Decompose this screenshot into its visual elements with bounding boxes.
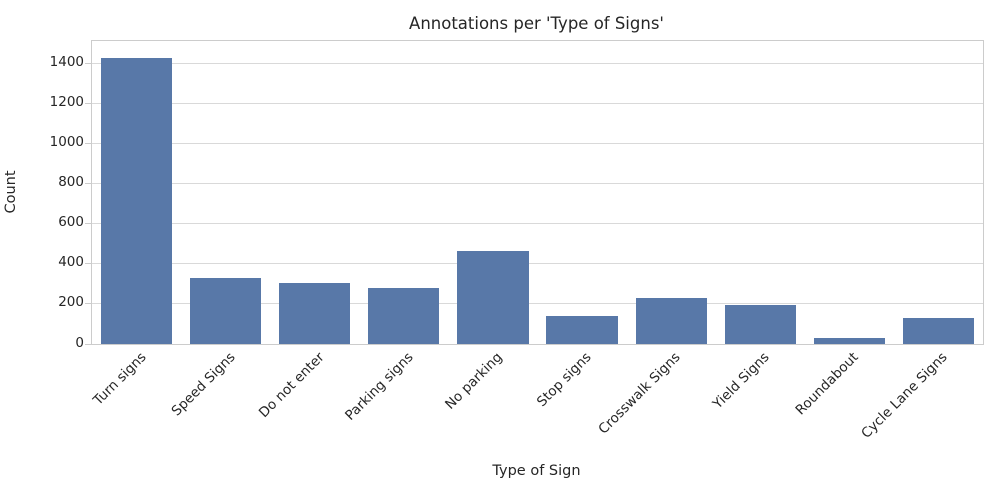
chart-title: Annotations per 'Type of Signs' [409, 14, 664, 33]
y-tick-mark [85, 343, 91, 345]
plot-area [85, 40, 984, 345]
gridline [92, 263, 983, 265]
bar [546, 315, 618, 344]
y-tick-label: 400 [58, 254, 84, 271]
y-tick-label: 1400 [49, 54, 84, 71]
y-tick-mark [85, 63, 91, 65]
y-tick-mark [85, 143, 91, 145]
y-tick-label: 800 [58, 174, 84, 191]
x-tick-label: Cycle Lane Signs [858, 349, 952, 442]
y-tick-label: 600 [58, 214, 84, 231]
bar [635, 297, 707, 344]
gridline [92, 183, 983, 185]
y-tick-mark [85, 103, 91, 105]
x-tick-label: Stop signs [533, 349, 595, 411]
x-tick-label: Yield Signs [709, 349, 773, 413]
x-tick-label: Turn signs [89, 349, 150, 409]
gridline [92, 63, 983, 65]
y-tick-label: 200 [58, 294, 84, 311]
y-tick-label: 1000 [49, 134, 84, 151]
bar [724, 304, 796, 344]
bar [457, 250, 529, 344]
y-tick-mark [85, 303, 91, 305]
bar [368, 287, 440, 344]
bar [813, 338, 885, 344]
gridline [92, 143, 983, 145]
x-tick-label: Roundabout [792, 349, 862, 419]
x-tick-label: Crosswalk Signs [595, 349, 684, 438]
x-tick-label: Parking signs [341, 349, 417, 424]
y-tick-mark [85, 263, 91, 265]
bar [279, 282, 351, 344]
bar [100, 57, 173, 344]
y-tick-label: 0 [75, 334, 84, 351]
x-tick-label: Do not enter [255, 349, 328, 421]
y-tick-mark [85, 223, 91, 225]
x-tick-label: Speed Signs [168, 349, 239, 420]
bar [902, 317, 975, 344]
bar [190, 277, 262, 344]
gridline [92, 103, 983, 105]
y-tick-label: 1200 [49, 94, 84, 111]
gridline [92, 223, 983, 225]
y-axis-label: Count [3, 170, 19, 214]
y-tick-mark [85, 183, 91, 185]
x-axis-label: Type of Sign [492, 463, 581, 479]
x-tick-label: No parking [442, 349, 506, 413]
gridline [92, 303, 983, 305]
